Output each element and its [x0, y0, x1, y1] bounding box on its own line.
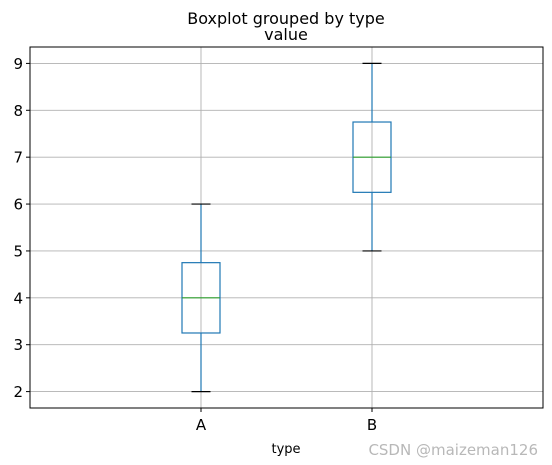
x-axis-label: type	[271, 442, 300, 457]
grid-lines	[30, 47, 543, 408]
boxes	[181, 62, 392, 393]
y-tick-label: 9	[13, 55, 23, 73]
y-axis: 2 3 4 5 6 7 8 9	[13, 55, 30, 401]
y-tick-label: 8	[13, 102, 23, 120]
y-tick-label: 5	[13, 242, 23, 260]
watermark: CSDN @maizeman126	[368, 441, 538, 459]
y-tick-label: 4	[13, 289, 23, 307]
y-tick-label: 7	[13, 149, 23, 167]
chart-subtitle: value	[264, 25, 308, 44]
x-tick-label: A	[196, 416, 207, 434]
y-tick-label: 6	[13, 196, 23, 214]
y-tick-label: 2	[13, 383, 23, 401]
x-tick-label: B	[367, 416, 377, 434]
plot-frame	[29, 46, 544, 409]
y-tick-label: 3	[13, 336, 23, 354]
chart-title: Boxplot grouped by type	[187, 9, 385, 28]
